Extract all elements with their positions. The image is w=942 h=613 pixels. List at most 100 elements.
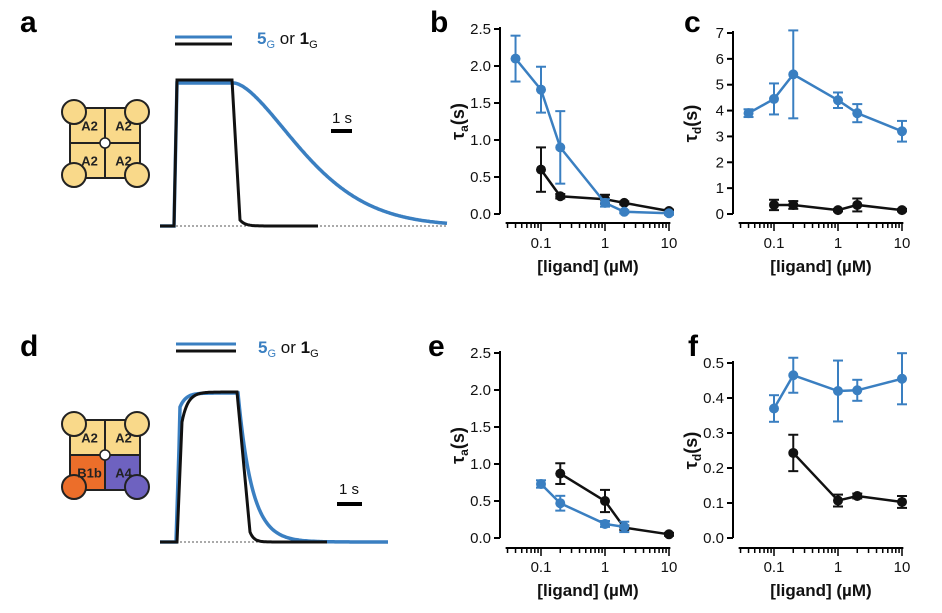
y-label-sub: a — [457, 125, 471, 132]
y-tick-label: 0.5 — [470, 169, 491, 186]
ligand-binding-domain — [124, 162, 150, 188]
legend-1g: 1 — [301, 338, 310, 357]
data-point — [664, 208, 674, 219]
y-tick-label: 2.5 — [470, 345, 491, 362]
data-point — [788, 69, 799, 80]
y-label-unit: (s) — [681, 432, 701, 454]
data-point — [769, 403, 779, 414]
y-label-tau: τ — [448, 456, 468, 464]
series-black — [788, 433, 907, 509]
data-point — [897, 373, 907, 384]
trace-5g-d — [160, 391, 388, 544]
x-axis-label: [ligand] (µM) — [770, 257, 871, 276]
subunit-label: A2 — [115, 119, 132, 134]
subunit-label: A2 — [81, 431, 98, 446]
y-tick-label: 0.0 — [703, 530, 724, 547]
series-line — [792, 452, 903, 504]
y-tick-label: 0.2 — [703, 460, 724, 477]
y-tick-label: 2.5 — [470, 21, 491, 38]
data-point — [897, 205, 907, 216]
legend-1g: 1 — [300, 29, 309, 48]
ligand-binding-domain — [61, 474, 87, 500]
panel-letter-f: f — [688, 330, 699, 363]
legend-text: 5G or 1G — [257, 29, 318, 51]
series-black — [769, 197, 907, 216]
x-tick-label: 10 — [894, 559, 911, 576]
series-blue — [769, 352, 907, 423]
y-label-unit: (s) — [448, 103, 468, 125]
y-tick-label: 1.0 — [470, 456, 491, 473]
y-tick-label: 0 — [716, 206, 724, 223]
data-point — [555, 468, 566, 479]
data-point — [852, 108, 863, 119]
y-tick-label: 0.5 — [703, 355, 724, 372]
ligand-binding-domain — [124, 99, 150, 125]
data-point — [536, 478, 546, 489]
data-point — [833, 495, 843, 506]
x-tick-label: 10 — [661, 559, 678, 576]
data-point — [536, 164, 546, 175]
y-axis-label: τa(s) — [448, 103, 471, 140]
legend-5g-sub: G — [267, 348, 276, 360]
y-tick-label: 0.0 — [470, 206, 491, 223]
data-point — [743, 108, 754, 119]
receptor-schematic-a: A2 A2 A2 A2 — [61, 99, 150, 188]
y-tick-label: 0.4 — [703, 390, 724, 407]
x-axis-label: [ligand] (µM) — [537, 257, 638, 276]
series-line — [540, 483, 625, 529]
ligand-binding-domain — [61, 411, 87, 437]
y-tick-label: 6 — [716, 51, 724, 68]
y-tick-label: 1.5 — [470, 419, 491, 436]
trace-5g-a — [160, 81, 448, 228]
scale-bar-label-d: 1 s — [339, 481, 359, 498]
data-point — [788, 447, 799, 458]
receptor-schematic-d: A2 A2 B1b A4 — [61, 411, 150, 500]
pore — [99, 449, 111, 461]
y-label-sub: a — [457, 449, 471, 456]
chart-b: 0.0 0.5 1.0 1.5 2.0 2.5 0.1 1 10 [ligand] (µM) τa(… — [448, 21, 677, 276]
data-point — [852, 491, 863, 501]
y-label-unit: (s) — [448, 427, 468, 449]
y-label-tau: τ — [681, 134, 701, 142]
legend-5g: 5 — [258, 338, 267, 357]
legend-or: or — [276, 338, 301, 357]
data-point — [510, 53, 521, 64]
y-tick-label: 5 — [716, 77, 724, 94]
y-axis-label: τa(s) — [448, 427, 471, 464]
data-point — [600, 496, 610, 506]
data-point — [619, 197, 630, 208]
subunit-label: A4 — [115, 466, 132, 481]
y-label-tau: τ — [448, 132, 468, 140]
legend-text: 5G or 1G — [258, 338, 319, 360]
data-point — [555, 498, 566, 509]
data-point — [833, 386, 843, 396]
y-axis-label: τd(s) — [681, 432, 704, 469]
ligand-binding-domain — [61, 99, 87, 125]
y-label-sub: d — [690, 127, 704, 134]
legend-d: 5G or 1G — [176, 338, 319, 360]
y-tick-label: 2.0 — [470, 382, 491, 399]
series-line — [514, 57, 670, 215]
x-axis-label: [ligand] (µM) — [770, 581, 871, 600]
series-blue — [510, 34, 674, 219]
ligand-binding-domain — [124, 411, 150, 437]
series-black — [555, 462, 674, 540]
chart-e: 0.0 0.5 1.0 1.5 2.0 2.5 0.1 1 10 [ligand] (µM) τa(… — [448, 345, 677, 600]
data-point — [852, 199, 863, 210]
series-blue — [743, 29, 907, 143]
panel-letter-a: a — [20, 6, 37, 39]
panel-letter-c: c — [684, 6, 701, 39]
y-tick-label: 1.0 — [470, 132, 491, 149]
legend-5g-sub: G — [266, 39, 275, 51]
current-traces — [160, 78, 448, 544]
trace-1g-d — [160, 390, 327, 544]
data-point — [555, 142, 566, 153]
y-tick-label: 7 — [716, 25, 724, 42]
trace-1g-a — [160, 78, 318, 228]
legend-1g-sub: G — [310, 348, 319, 360]
x-axis-label: [ligand] (µM) — [537, 581, 638, 600]
panel-letter-d: d — [20, 330, 38, 363]
data-point — [600, 518, 610, 529]
chart-f: 0.0 0.1 0.2 0.3 0.4 0.5 0.1 1 10 [ligand] (µM) τd(… — [681, 352, 911, 600]
